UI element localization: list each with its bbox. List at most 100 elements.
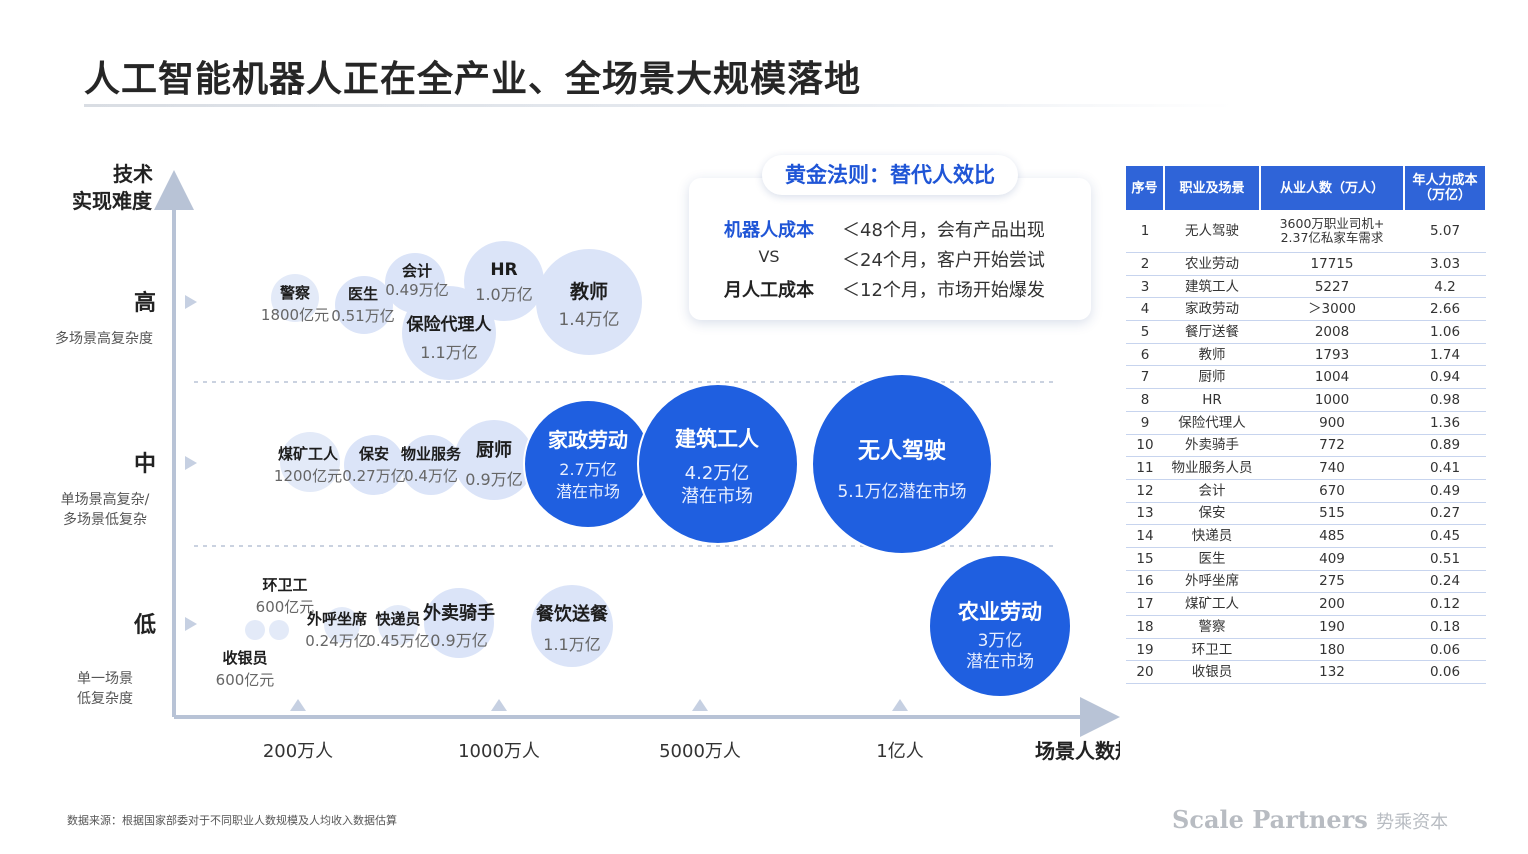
table-row: 13 保安 515 0.27: [1126, 502, 1486, 526]
table-cell: 0.49: [1404, 479, 1486, 503]
bubble-value: 2.7万亿: [559, 460, 616, 479]
bubble-value: 0.49万亿: [385, 281, 448, 299]
x-tick-label: 5000万人: [659, 741, 741, 762]
table-row: 12 会计 670 0.49: [1126, 479, 1486, 503]
table-header-cell: 从业人数（万人）: [1260, 166, 1405, 210]
bubble-label: 收银员: [222, 649, 267, 667]
bubble-value: 1.0万亿: [475, 285, 532, 304]
table-cell: 建筑工人: [1164, 275, 1260, 299]
brand-name: Scale Partners: [1172, 805, 1368, 834]
bubble: [401, 435, 461, 495]
table-cell: 9: [1126, 411, 1164, 435]
table-row: 6 教师 1793 1.74: [1126, 343, 1486, 367]
bubble-label: 保安: [358, 445, 389, 463]
table-cell: 15: [1126, 547, 1164, 571]
bubble-label: 医生: [348, 285, 378, 303]
table-row: 8 HR 1000 0.98: [1126, 388, 1486, 412]
bubble-value: 3万亿: [978, 631, 1023, 651]
bubble-value: 0.4万亿: [404, 467, 458, 485]
table-row: 15 医生 409 0.51: [1126, 547, 1486, 571]
table-cell: 保险代理人: [1164, 411, 1260, 435]
bubble-label: 环卫工: [262, 576, 307, 594]
table-row: 16 外呼坐席 275 0.24: [1126, 570, 1486, 594]
table-cell: 19: [1126, 638, 1164, 662]
brand-logo: Scale Partners 势乘资本: [1172, 805, 1448, 834]
bubble-value: 0.51万亿: [331, 307, 394, 325]
bubble: [280, 432, 340, 492]
table-cell: 515: [1260, 502, 1404, 526]
table-cell: 0.24: [1404, 570, 1486, 594]
table-cell: 外呼坐席: [1164, 570, 1260, 594]
table-cell: 0.45: [1404, 524, 1486, 548]
table-cell: 10: [1126, 434, 1164, 458]
table-cell: 家政劳动: [1164, 297, 1260, 322]
table-cell: 2: [1126, 252, 1164, 276]
table-row: 2 农业劳动 17715 3.03: [1126, 252, 1486, 276]
table-cell: 0.06: [1404, 638, 1486, 662]
bubble: [378, 605, 418, 645]
brand-name-cn: 势乘资本: [1376, 812, 1449, 833]
table-cell: HR: [1164, 388, 1260, 412]
bubble-value: 1.1万亿: [543, 635, 600, 654]
table-cell: 740: [1260, 456, 1404, 480]
x-tick-marker: [290, 699, 306, 711]
table-header-cell: 序号: [1126, 166, 1165, 210]
table-header-row: 序号 职业及场景 从业人数（万人） 年人力成本 （万亿）: [1126, 166, 1487, 210]
bubble-label: 农业劳动: [957, 600, 1042, 624]
table-cell: 医生: [1164, 547, 1260, 571]
table-cell: 无人驾驶: [1164, 210, 1260, 253]
data-source-note: 数据来源：根据国家部委对于不同职业人数规模及人均收入数据估算: [67, 814, 397, 827]
table-cell: 0.51: [1404, 547, 1486, 571]
table-cell: 1004: [1260, 365, 1404, 390]
page-title: 人工智能机器人正在全产业、全场景大规模落地: [84, 59, 862, 100]
bubble-value: 0.27万亿: [342, 467, 405, 485]
table-cell: 20: [1126, 660, 1164, 685]
bubble-label: 建筑工人: [675, 427, 759, 451]
table-cell: 0.18: [1404, 615, 1486, 639]
bubble-label: 物业服务: [401, 445, 462, 463]
y-level-marker: [185, 617, 197, 631]
bubble-extra: 潜在市场: [966, 652, 1034, 672]
table-cell: 会计: [1164, 479, 1260, 503]
bubble-label: 厨师: [476, 439, 512, 461]
bubble-value: 0.9万亿: [465, 470, 522, 489]
bubble-value: 0.9万亿: [430, 631, 487, 650]
y-level-description: 低复杂度: [77, 690, 133, 707]
title-divider: [84, 104, 1234, 107]
bubble-value: 5.1万亿潜在市场: [837, 482, 966, 502]
table-row: 19 环卫工 180 0.06: [1126, 638, 1486, 662]
table-cell: 18: [1126, 615, 1164, 639]
x-tick-label: 1亿人: [876, 741, 923, 762]
bubble-value: 0.24万亿: [305, 632, 368, 650]
bubble-value: 1200亿元: [274, 467, 342, 485]
table-cell: 0.12: [1404, 592, 1486, 616]
bubble-label: 会计: [402, 262, 432, 280]
table-cell: 14: [1126, 524, 1164, 548]
bubble: [245, 620, 265, 640]
bubble: [454, 420, 534, 500]
table-row: 18 警察 190 0.18: [1126, 615, 1486, 639]
table-cell: 4.2: [1404, 275, 1486, 299]
table-row: 11 物业服务人员 740 0.41: [1126, 456, 1486, 480]
table-cell: 煤矿工人: [1164, 592, 1260, 616]
table-cell: 4: [1126, 297, 1164, 322]
x-tick-marker: [491, 699, 507, 711]
table-cell: 409: [1260, 547, 1404, 571]
table-cell: 2.66: [1404, 297, 1486, 322]
table-cell: 180: [1260, 638, 1404, 662]
table-cell: 1000: [1260, 388, 1404, 412]
table-cell: 3.03: [1404, 252, 1486, 276]
table-cell: 6: [1126, 343, 1164, 367]
table-body: 1 无人驾驶 3600万职业司机+ 2.37亿私家车需求 5.07 2 农业劳动 17715 3…: [1126, 210, 1486, 685]
y-level-description: 单场景高复杂/: [61, 491, 150, 508]
golden-rule-title: 黄金法则：替代人效比: [762, 155, 1018, 195]
table-cell: 2008: [1260, 320, 1404, 344]
x-tick-marker: [692, 699, 708, 711]
bubble-value: 1800亿元: [261, 306, 329, 324]
bubble-extra: 潜在市场: [681, 486, 753, 507]
table-row: 4 家政劳动 ＞3000 2.66: [1126, 297, 1486, 322]
bubble-value: 1.1万亿: [420, 343, 477, 362]
bubble-label: 无人驾驶: [858, 438, 946, 464]
table-cell: 13: [1126, 502, 1164, 526]
bubble-label: 快递员: [375, 610, 420, 628]
